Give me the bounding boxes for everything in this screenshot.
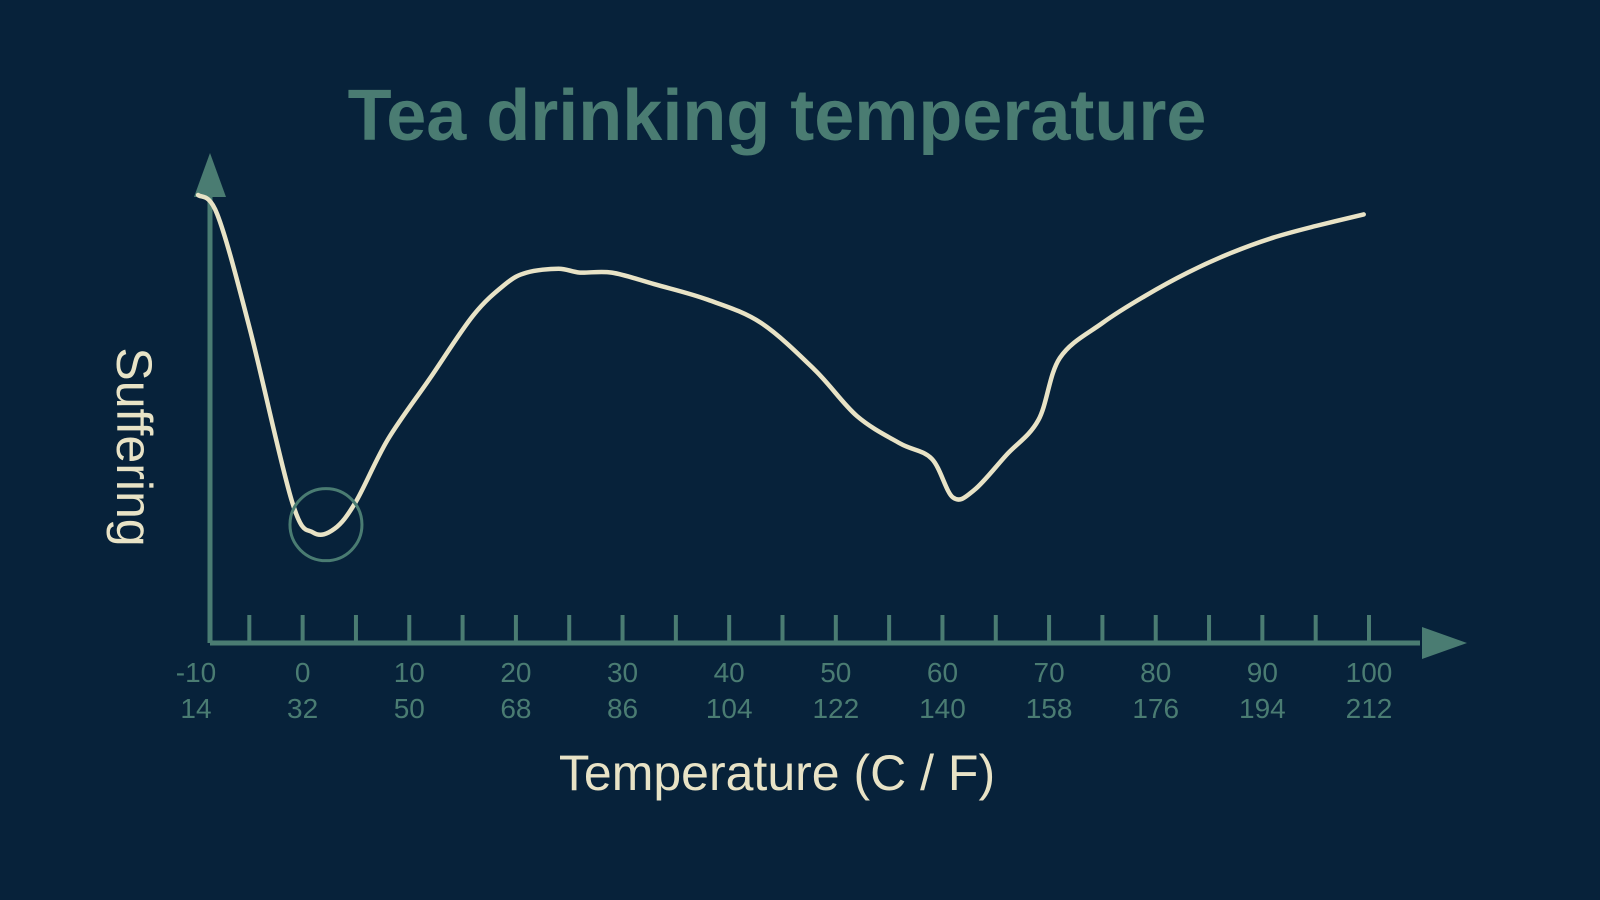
x-tick-label-celsius: 0 — [295, 657, 311, 688]
suffering-curve — [195, 192, 1366, 537]
x-tick-label-fahrenheit: 194 — [1239, 693, 1286, 724]
x-axis-ticks — [247, 615, 1371, 643]
x-tick-label-celsius: 10 — [394, 657, 425, 688]
x-tick-label-celsius: 100 — [1346, 657, 1393, 688]
minimum-highlight-circle — [288, 487, 364, 563]
x-tick-label-celsius: 60 — [927, 657, 958, 688]
x-tick-label-fahrenheit: 68 — [500, 693, 531, 724]
x-tick-label-fahrenheit: 50 — [394, 693, 425, 724]
x-tick-label-fahrenheit: 104 — [706, 693, 753, 724]
x-tick-label-fahrenheit: 14 — [180, 693, 211, 724]
x-tick-label-celsius: 90 — [1247, 657, 1278, 688]
chart-annotations — [288, 487, 364, 563]
x-axis-arrow — [1422, 627, 1467, 659]
x-tick-label-celsius: 50 — [820, 657, 851, 688]
x-tick-label-celsius: 80 — [1140, 657, 1171, 688]
x-tick-label-celsius: 30 — [607, 657, 638, 688]
x-tick-label-fahrenheit: 212 — [1346, 693, 1393, 724]
x-tick-label-celsius: 40 — [714, 657, 745, 688]
x-axis-label: Temperature (C / F) — [559, 745, 995, 801]
x-tick-label-fahrenheit: 140 — [919, 693, 966, 724]
x-tick-label-fahrenheit: 176 — [1132, 693, 1179, 724]
x-tick-label-fahrenheit: 158 — [1026, 693, 1073, 724]
chart-title: Tea drinking temperature — [348, 76, 1207, 156]
y-axis-label: Suffering — [106, 347, 162, 546]
chart-axes — [194, 153, 1467, 659]
x-tick-label-celsius: -10 — [176, 657, 216, 688]
x-tick-label-celsius: 20 — [500, 657, 531, 688]
x-tick-label-fahrenheit: 32 — [287, 693, 318, 724]
x-tick-label-fahrenheit: 122 — [812, 693, 859, 724]
x-axis-tick-labels: -101403210502068308640104501226014070158… — [176, 657, 1393, 724]
x-tick-label-fahrenheit: 86 — [607, 693, 638, 724]
x-tick-label-celsius: 70 — [1034, 657, 1065, 688]
y-axis-arrow — [194, 153, 226, 197]
